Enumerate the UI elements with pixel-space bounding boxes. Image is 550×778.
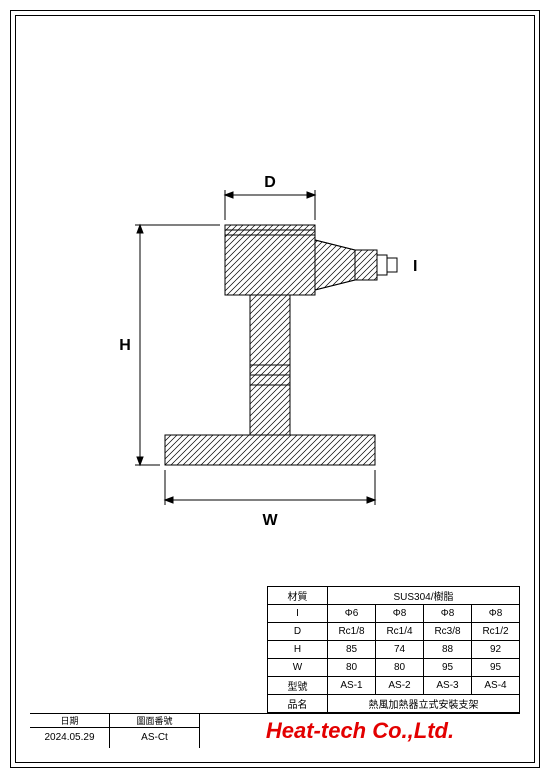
- row-header: 型號: [268, 677, 328, 695]
- data-cell: Φ6: [328, 605, 376, 623]
- title-block: 日期 2024.05.29 圖面番號 AS-Ct Heat-tech Co.,L…: [30, 713, 520, 748]
- data-cell: 95: [472, 659, 520, 677]
- svg-text:D: D: [264, 174, 276, 191]
- spec-table: 材質SUS304/樹脂IΦ6Φ8Φ8Φ8DRc1/8Rc1/4Rc3/8Rc1/…: [267, 586, 520, 713]
- row-header: D: [268, 623, 328, 641]
- data-cell: AS-2: [376, 677, 424, 695]
- drawing-area: D H W I 材質SUS304/樹脂IΦ6Φ8Φ8Φ8DRc1/8Rc1/4R…: [15, 15, 535, 763]
- row-header: W: [268, 659, 328, 677]
- data-cell: Φ8: [376, 605, 424, 623]
- data-cell: Rc1/4: [376, 623, 424, 641]
- date-cell: 日期 2024.05.29: [30, 714, 110, 748]
- table-row: 材質SUS304/樹脂: [268, 587, 520, 605]
- table-row: 品名熱風加熱器立式安裝支架: [268, 695, 520, 713]
- row-header: I: [268, 605, 328, 623]
- data-cell: AS-4: [472, 677, 520, 695]
- data-cell: 74: [376, 641, 424, 659]
- date-value: 2024.05.29: [30, 728, 109, 748]
- drawing-no-value: AS-Ct: [110, 728, 199, 748]
- row-header: H: [268, 641, 328, 659]
- data-cell: AS-1: [328, 677, 376, 695]
- data-cell: 80: [328, 659, 376, 677]
- svg-text:W: W: [262, 512, 278, 529]
- data-cell: Φ8: [424, 605, 472, 623]
- data-cell: 80: [376, 659, 424, 677]
- company-name: Heat-tech Co.,Ltd.: [200, 714, 520, 748]
- row-span-value: SUS304/樹脂: [328, 587, 520, 605]
- table-row: IΦ6Φ8Φ8Φ8: [268, 605, 520, 623]
- data-cell: AS-3: [424, 677, 472, 695]
- drawing-no-cell: 圖面番號 AS-Ct: [110, 714, 200, 748]
- data-cell: Rc1/8: [328, 623, 376, 641]
- data-cell: Rc1/2: [472, 623, 520, 641]
- data-cell: Rc3/8: [424, 623, 472, 641]
- table-row: 型號AS-1AS-2AS-3AS-4: [268, 677, 520, 695]
- date-label: 日期: [30, 714, 109, 728]
- row-header: 材質: [268, 587, 328, 605]
- drawing-no-label: 圖面番號: [110, 714, 199, 728]
- table-row: W80809595: [268, 659, 520, 677]
- data-cell: Φ8: [472, 605, 520, 623]
- table-row: DRc1/8Rc1/4Rc3/8Rc1/2: [268, 623, 520, 641]
- svg-text:I: I: [413, 258, 417, 275]
- svg-text:H: H: [119, 337, 131, 354]
- data-cell: 92: [472, 641, 520, 659]
- table-row: H85748892: [268, 641, 520, 659]
- row-span-value: 熱風加熱器立式安裝支架: [328, 695, 520, 713]
- data-cell: 85: [328, 641, 376, 659]
- data-cell: 88: [424, 641, 472, 659]
- mechanical-drawing: D H W I: [75, 135, 475, 555]
- row-header: 品名: [268, 695, 328, 713]
- data-cell: 95: [424, 659, 472, 677]
